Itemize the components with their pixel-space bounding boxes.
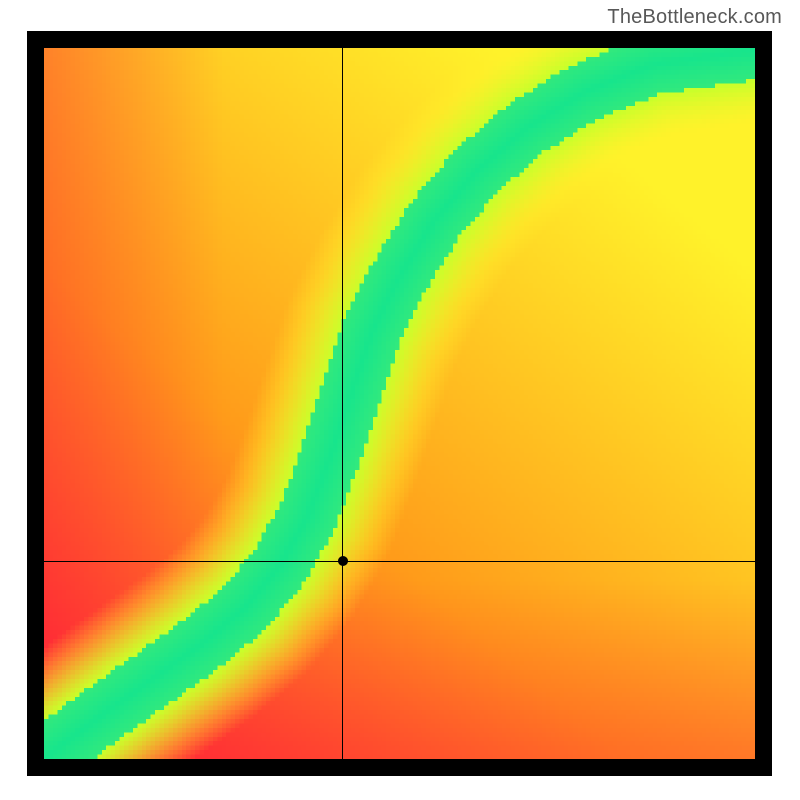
chart-container: TheBottleneck.com [0,0,800,800]
heatmap-canvas [44,48,755,759]
plot-frame [27,31,772,776]
crosshair-vertical [342,48,343,759]
crosshair-marker [338,556,348,566]
watermark-text: TheBottleneck.com [607,6,782,29]
crosshair-horizontal [44,561,755,562]
plot-area [44,48,755,759]
